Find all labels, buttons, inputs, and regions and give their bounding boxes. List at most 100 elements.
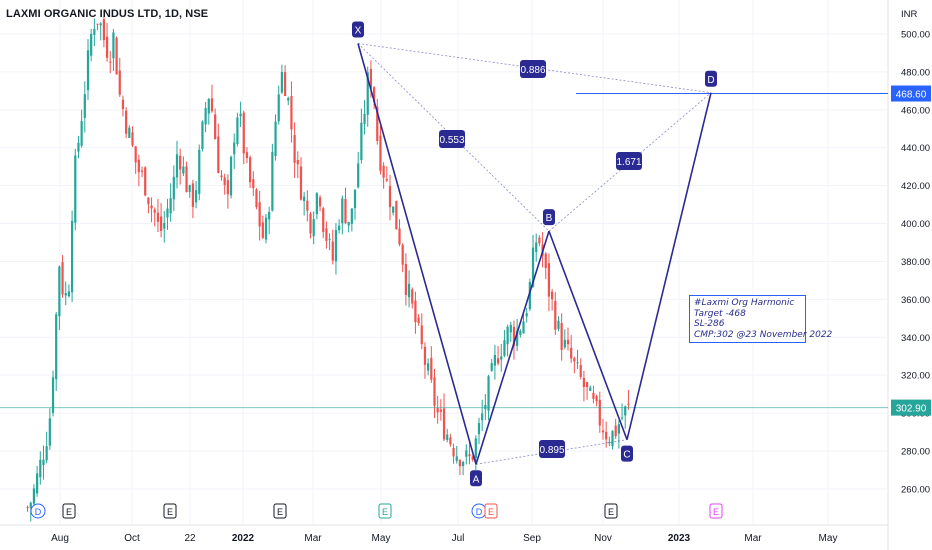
candle-body [115,37,118,75]
candle-body [531,247,535,287]
candle-body [557,320,560,329]
candle-body [223,177,226,186]
candle-body [128,127,131,138]
event-label: D [476,507,483,517]
ratio-label-box [539,440,565,458]
x-tick-label: Sep [523,533,541,544]
target-price-label: 468.60 [896,90,927,101]
point-label-a: A [473,474,480,485]
candle-body [163,223,166,229]
candle-body [239,113,242,117]
point-label-box [470,470,482,487]
point-label-box [543,209,555,226]
event-label: E [608,507,614,517]
candle-body [554,300,557,330]
candle-body [585,382,589,388]
x-tick-label: 2023 [668,533,691,544]
candle-body [99,23,102,26]
candle-body [58,266,61,317]
candle-body [525,313,528,317]
candle-body [528,281,531,309]
candle-body [121,99,125,110]
candle-body [318,197,322,207]
candle-body [214,114,217,140]
candle-body [80,120,83,146]
earnings-event-icon [709,503,723,519]
candle-body [627,403,630,405]
candle-body [576,362,579,364]
point-label-c: C [623,450,630,461]
candle-body [45,446,48,461]
candle-body [134,146,137,163]
candle-body [471,456,474,460]
event-label: D [35,507,42,517]
candle-body [131,132,134,146]
x-tick-label: Jul [452,533,465,544]
candle-body [506,326,509,345]
candle-body [90,33,93,56]
candle-body [83,94,86,118]
candle-body [446,434,449,441]
earnings-event-icon [163,503,177,519]
candle-body [620,417,624,419]
candle-body [166,208,169,218]
x-tick-label: Oct [124,533,140,544]
candle-body [194,190,198,203]
current-price-tag [891,399,931,416]
y-tick-label: 400.00 [901,219,930,230]
candle-body [544,253,547,269]
candle-body [388,186,392,208]
candle-body [433,377,436,406]
candle-body [452,447,455,457]
y-axis-unit: INR [901,9,918,20]
earnings-event-icon [273,503,287,519]
candle-body [601,430,605,433]
candle-body [417,317,420,324]
target-price-tag [891,85,931,102]
y-tick-label: 280.00 [901,447,930,458]
candle-body [144,167,147,196]
candle-body [86,50,90,91]
candle-body [26,507,29,509]
point-label-box [705,70,717,87]
candle-body [512,326,516,347]
candle-body [51,377,55,413]
candle-body [249,157,252,183]
note-line-3: SL-286 [694,319,725,329]
candle-body [201,121,204,150]
candle-body [61,262,64,295]
y-tick-label: 260.00 [901,484,930,495]
candle-body [112,32,115,59]
candle-body [102,19,105,41]
candle-body [487,376,490,411]
candle-body [147,197,150,205]
candle-body [366,72,369,115]
point-label-box [352,21,364,38]
candle-body [150,205,153,209]
candle-body [242,112,245,154]
candle-body [500,356,503,360]
candle-body [347,221,350,226]
candle-body [39,459,42,478]
candle-body [172,176,175,200]
candle-body [109,61,112,63]
candle-body [169,198,172,214]
candle-body [159,216,163,231]
candle-body [334,230,338,262]
candle-body [624,406,627,416]
candle-body [29,502,32,509]
candle-body [182,166,185,174]
candle-body [306,200,309,211]
note-line-1: #Laxmi Org Harmonic [694,298,795,308]
candle-body [312,219,315,237]
candle-body [258,202,261,227]
candle-body [331,241,334,261]
ratio-line-bd [548,92,712,232]
candle-body [325,228,328,241]
candle-body [563,339,566,348]
candle-body [538,237,541,244]
candle-body [322,208,325,233]
candle-body [353,189,357,208]
candle-body [70,220,74,293]
